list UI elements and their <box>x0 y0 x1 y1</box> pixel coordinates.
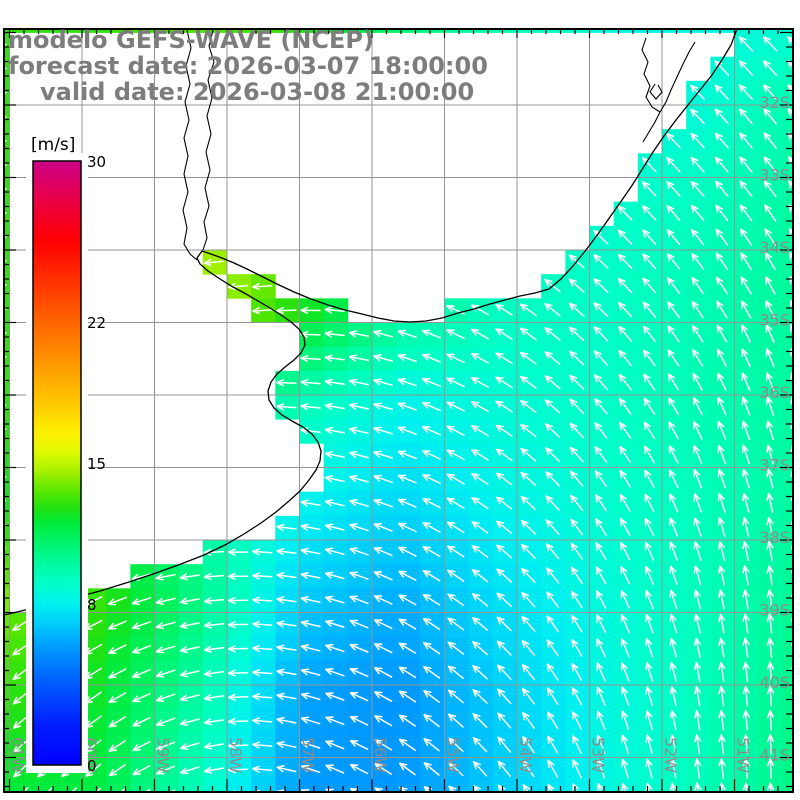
lagoon-line <box>642 111 661 143</box>
lat-label-35S: 35S <box>759 311 790 330</box>
lat-label-40S: 40S <box>759 673 790 692</box>
lon-label-54W: 54W <box>516 737 535 773</box>
lat-label-36S: 36S <box>759 383 790 402</box>
lon-label-52W: 52W <box>661 737 680 773</box>
lagoon-line <box>641 37 696 113</box>
colorbar-gradient <box>32 160 82 766</box>
lon-label-59W: 59W <box>154 737 173 773</box>
colorbar-tick-15: 15 <box>87 455 106 473</box>
lat-label-34S: 34S <box>759 238 790 257</box>
lat-label-39S: 39S <box>759 601 790 620</box>
lat-label-33S: 33S <box>759 166 790 185</box>
river-line <box>182 29 198 261</box>
lat-label-38S: 38S <box>759 528 790 547</box>
colorbar-unit-label: [m/s] <box>31 135 75 155</box>
lagoon-line <box>649 83 663 100</box>
lat-label-32S: 32S <box>759 93 790 112</box>
coastline <box>4 29 738 616</box>
lon-label-56W: 56W <box>371 737 390 773</box>
lon-label-51W: 51W <box>734 737 753 773</box>
graticule-lines <box>4 29 793 792</box>
map-frame <box>3 28 794 793</box>
lon-label-53W: 53W <box>589 737 608 773</box>
colorbar-tick-8: 8 <box>87 596 97 614</box>
lon-label-57W: 57W <box>299 737 318 773</box>
lon-label-55W: 55W <box>444 737 463 773</box>
lat-label-41S: 41S <box>759 746 790 765</box>
lon-label-58W: 58W <box>226 737 245 773</box>
colorbar-tick-0: 0 <box>87 757 97 775</box>
colorbar-tick-22: 22 <box>87 314 106 332</box>
lon-label-61W: 61W <box>9 737 28 773</box>
colorbar-tick-30: 30 <box>87 153 106 171</box>
lat-label-37S: 37S <box>759 456 790 475</box>
river-line <box>202 29 215 251</box>
colorbar: [m/s] 30 22 15 8 0 <box>26 135 106 775</box>
